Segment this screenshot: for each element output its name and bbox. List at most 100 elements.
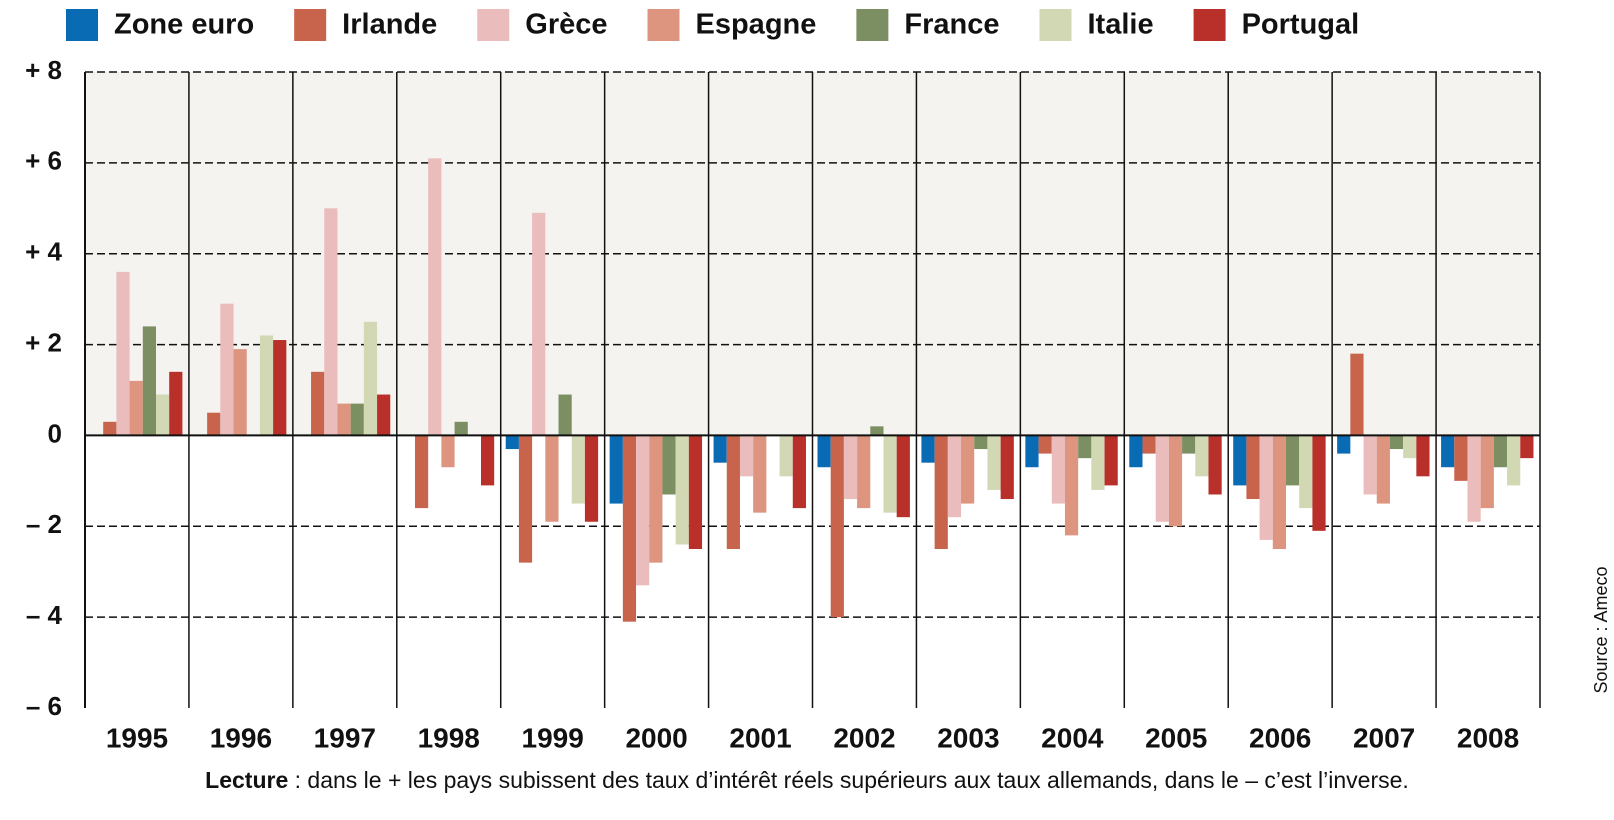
- bar: [1259, 435, 1273, 540]
- bar: [1233, 435, 1247, 486]
- bar: [1168, 435, 1183, 527]
- bar: [675, 435, 689, 545]
- y-tick-label: – 6: [26, 691, 62, 721]
- bar: [1286, 435, 1300, 486]
- legend-swatch: [66, 9, 98, 41]
- x-tick-label: 2008: [1457, 722, 1519, 753]
- bar: [1520, 435, 1534, 459]
- bar: [830, 435, 844, 618]
- bar: [1467, 435, 1481, 522]
- legend-swatch: [1039, 9, 1072, 41]
- legend-label: Espagne: [696, 9, 817, 41]
- bar: [220, 303, 234, 436]
- bar: [505, 435, 519, 450]
- x-tick-label: 2003: [937, 722, 999, 753]
- bar: [545, 435, 559, 522]
- bar: [1350, 353, 1364, 436]
- x-tick-label: 2000: [625, 722, 687, 753]
- x-tick-label: 1999: [522, 722, 584, 753]
- x-tick-label: 1998: [418, 722, 480, 753]
- bar: [779, 435, 793, 477]
- y-tick-label: + 8: [25, 55, 62, 85]
- bar: [1129, 435, 1143, 468]
- note: Lecture : dans le + les pays subissent d…: [205, 767, 1409, 793]
- bar: [921, 435, 935, 463]
- y-tick-label: – 2: [26, 509, 62, 539]
- x-tick-label: 2002: [833, 722, 895, 753]
- bar: [961, 435, 975, 504]
- legend-label: Portugal: [1242, 9, 1360, 41]
- bar: [974, 435, 988, 450]
- bar: [987, 435, 1001, 490]
- bar: [1091, 435, 1105, 490]
- y-tick-label: + 4: [25, 237, 62, 267]
- bar: [1246, 435, 1260, 500]
- bar: [870, 426, 884, 436]
- bar: [1000, 435, 1014, 500]
- bar: [156, 394, 170, 436]
- bar: [1376, 435, 1390, 504]
- x-tick-label: 1997: [314, 722, 376, 753]
- bar: [207, 412, 221, 436]
- bar: [1507, 435, 1521, 486]
- legend-label: France: [904, 9, 999, 41]
- bar: [1104, 435, 1118, 486]
- legend-label: Grèce: [525, 9, 607, 41]
- bar: [441, 435, 455, 468]
- bar: [713, 435, 727, 463]
- bar: [414, 435, 429, 509]
- x-tick-label: 2005: [1145, 722, 1207, 753]
- y-tick-label: + 2: [25, 327, 62, 357]
- bar: [233, 349, 247, 436]
- bar: [1078, 435, 1092, 459]
- bar: [792, 435, 806, 509]
- legend-swatch: [294, 9, 327, 41]
- bar: [934, 435, 948, 549]
- bar: [753, 435, 767, 513]
- bar: [1195, 435, 1209, 477]
- bar: [169, 371, 183, 436]
- bar: [636, 435, 650, 586]
- x-tick-label: 1995: [106, 722, 168, 753]
- bar: [571, 435, 585, 504]
- legend-label: Zone euro: [114, 9, 254, 41]
- source: Source : Ameco: [1591, 566, 1611, 693]
- bar: [428, 158, 442, 436]
- bar: [1337, 435, 1351, 454]
- bar: [1208, 435, 1222, 495]
- bar: [1155, 435, 1169, 522]
- note-text: : dans le + les pays subissent des taux …: [288, 767, 1409, 793]
- legend-swatch: [856, 9, 889, 41]
- bar: [1389, 435, 1404, 450]
- bar: [662, 435, 676, 495]
- bar: [273, 340, 287, 436]
- bar: [1493, 435, 1508, 468]
- bar: [480, 435, 495, 486]
- bar: [584, 435, 599, 522]
- bar: [1416, 435, 1430, 477]
- bar: [454, 421, 468, 436]
- legend-swatch: [1193, 9, 1226, 41]
- bar: [116, 271, 130, 436]
- y-tick-label: 0: [48, 418, 62, 448]
- bar: [377, 394, 391, 436]
- bar: [103, 421, 117, 436]
- bar: [688, 435, 703, 549]
- bar: [817, 435, 831, 468]
- legend-swatch: [647, 9, 680, 41]
- y-tick-label: + 6: [25, 146, 62, 176]
- bar: [843, 435, 858, 500]
- bar: [259, 335, 274, 436]
- legend-swatch: [477, 9, 510, 41]
- bar: [311, 371, 325, 436]
- bar: [1182, 435, 1196, 454]
- bar: [1454, 435, 1468, 481]
- bar: [857, 435, 871, 509]
- x-tick-label: 2001: [729, 722, 791, 753]
- bar: [337, 403, 351, 436]
- bar: [1312, 435, 1326, 531]
- bar: [622, 435, 637, 622]
- bar: [1441, 435, 1455, 468]
- bar: [363, 321, 378, 436]
